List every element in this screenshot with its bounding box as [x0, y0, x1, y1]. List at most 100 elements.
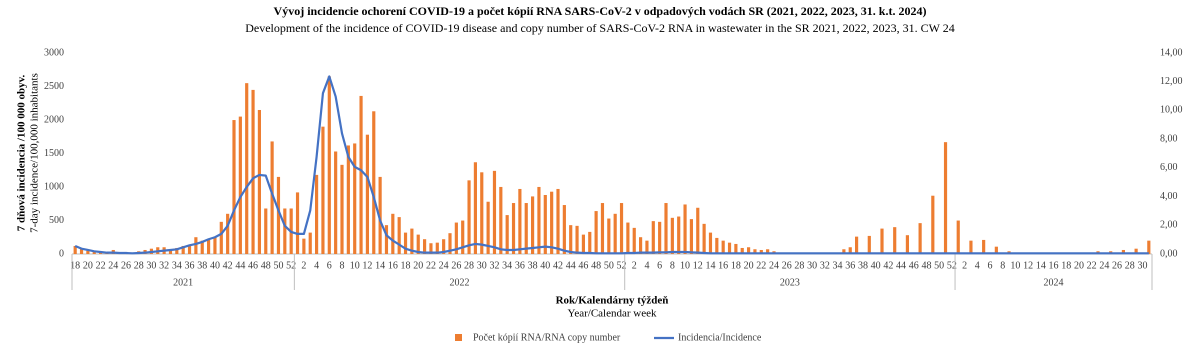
x-tick-label: 40	[540, 260, 550, 271]
x-tick-label: 48	[921, 260, 931, 271]
bar	[645, 240, 649, 254]
x-tick-label: 18	[70, 260, 80, 271]
x-tick-label: 28	[1125, 260, 1135, 271]
x-tick-label: 26	[121, 260, 131, 271]
y-tick-label: 1000	[44, 181, 64, 192]
bar	[429, 243, 433, 254]
legend-label: Počet kópií RNA/RNA copy number	[473, 332, 621, 343]
x-tick-label: 48	[591, 260, 601, 271]
x-tick-label: 40	[210, 260, 220, 271]
bar	[181, 245, 185, 254]
y-tick-label: 3000	[44, 47, 64, 58]
x-tick-label: 20	[83, 260, 93, 271]
bar	[721, 240, 725, 254]
x-tick-label: 16	[1049, 260, 1059, 271]
x-tick-label: 4	[314, 260, 319, 271]
x-tick-label: 38	[858, 260, 868, 271]
bar	[1134, 248, 1138, 254]
bar	[613, 213, 617, 254]
bar	[734, 243, 738, 254]
bar	[346, 145, 350, 254]
bar	[994, 246, 998, 254]
bar	[562, 205, 566, 254]
x-tick-label: 50	[934, 260, 944, 271]
bar	[340, 164, 344, 254]
x-tick-label: 52	[286, 260, 296, 271]
bar	[473, 162, 477, 254]
x-tick-label: 14	[1036, 260, 1046, 271]
legend-label: Incidencia/Incidence	[678, 332, 762, 343]
x-tick-label: 28	[134, 260, 144, 271]
x-tick-label: 4	[975, 260, 980, 271]
x-tick-label: 42	[223, 260, 233, 271]
bar	[511, 203, 516, 254]
y-axis-title-en: 7-day incidence/100,000 inhabitants	[29, 73, 41, 233]
x-tick-label: 52	[617, 260, 627, 271]
x-group-label: 2024	[1044, 277, 1064, 288]
bar	[238, 116, 242, 254]
x-tick-label: 6	[657, 260, 662, 271]
bar	[918, 223, 922, 254]
bar	[905, 235, 909, 254]
x-tick-label: 24	[769, 260, 779, 271]
y2-tick-label: 2,00	[1160, 220, 1178, 231]
bar	[575, 225, 579, 254]
bar	[1147, 240, 1151, 254]
bar	[956, 220, 960, 254]
x-tick-label: 48	[261, 260, 271, 271]
bar	[391, 213, 395, 254]
bar	[86, 250, 90, 254]
y-tick-label: 500	[49, 215, 64, 226]
x-tick-label: 10	[1010, 260, 1020, 271]
bar	[708, 232, 713, 254]
bar	[619, 203, 624, 254]
x-tick-label: 32	[820, 260, 830, 271]
bar	[518, 188, 522, 254]
bar	[270, 141, 274, 254]
x-tick-label: 40	[871, 260, 881, 271]
bar	[537, 186, 541, 254]
bar	[531, 196, 535, 254]
x-tick-label: 14	[375, 260, 385, 271]
x-tick-label: 38	[528, 260, 538, 271]
bar	[486, 201, 490, 254]
x-tick-label: 22	[426, 260, 436, 271]
bar	[334, 151, 338, 254]
y-tick-label: 2500	[44, 81, 64, 92]
bar	[365, 134, 369, 254]
bar	[175, 247, 179, 254]
bar	[683, 204, 687, 254]
bar	[658, 221, 662, 254]
bar	[499, 186, 503, 254]
bar	[747, 247, 751, 254]
x-tick-label: 26	[451, 260, 461, 271]
bar	[867, 235, 871, 254]
bar	[372, 111, 376, 254]
bar	[245, 83, 249, 255]
x-tick-label: 22	[1087, 260, 1097, 271]
bar	[187, 245, 192, 254]
x-tick-label: 18	[731, 260, 741, 271]
bar	[842, 249, 846, 254]
bar	[308, 232, 312, 254]
bar	[740, 247, 744, 254]
y-tick-label: 1500	[44, 148, 64, 159]
bar	[226, 213, 230, 254]
x-tick-label: 36	[845, 260, 855, 271]
bar	[543, 194, 547, 254]
x-axis-title-en: Year/Calendar week	[568, 308, 657, 320]
bar	[168, 249, 173, 254]
bar	[264, 208, 268, 254]
bar	[702, 223, 706, 254]
x-tick-label: 10	[680, 260, 690, 271]
bar	[880, 228, 884, 254]
x-tick-label: 34	[833, 260, 843, 271]
bar	[302, 238, 306, 254]
bar	[403, 232, 408, 254]
bar	[359, 95, 363, 254]
bar	[315, 174, 319, 254]
bar	[626, 222, 630, 254]
bar	[384, 225, 389, 254]
bar	[295, 192, 300, 254]
x-tick-label: 2	[962, 260, 967, 271]
